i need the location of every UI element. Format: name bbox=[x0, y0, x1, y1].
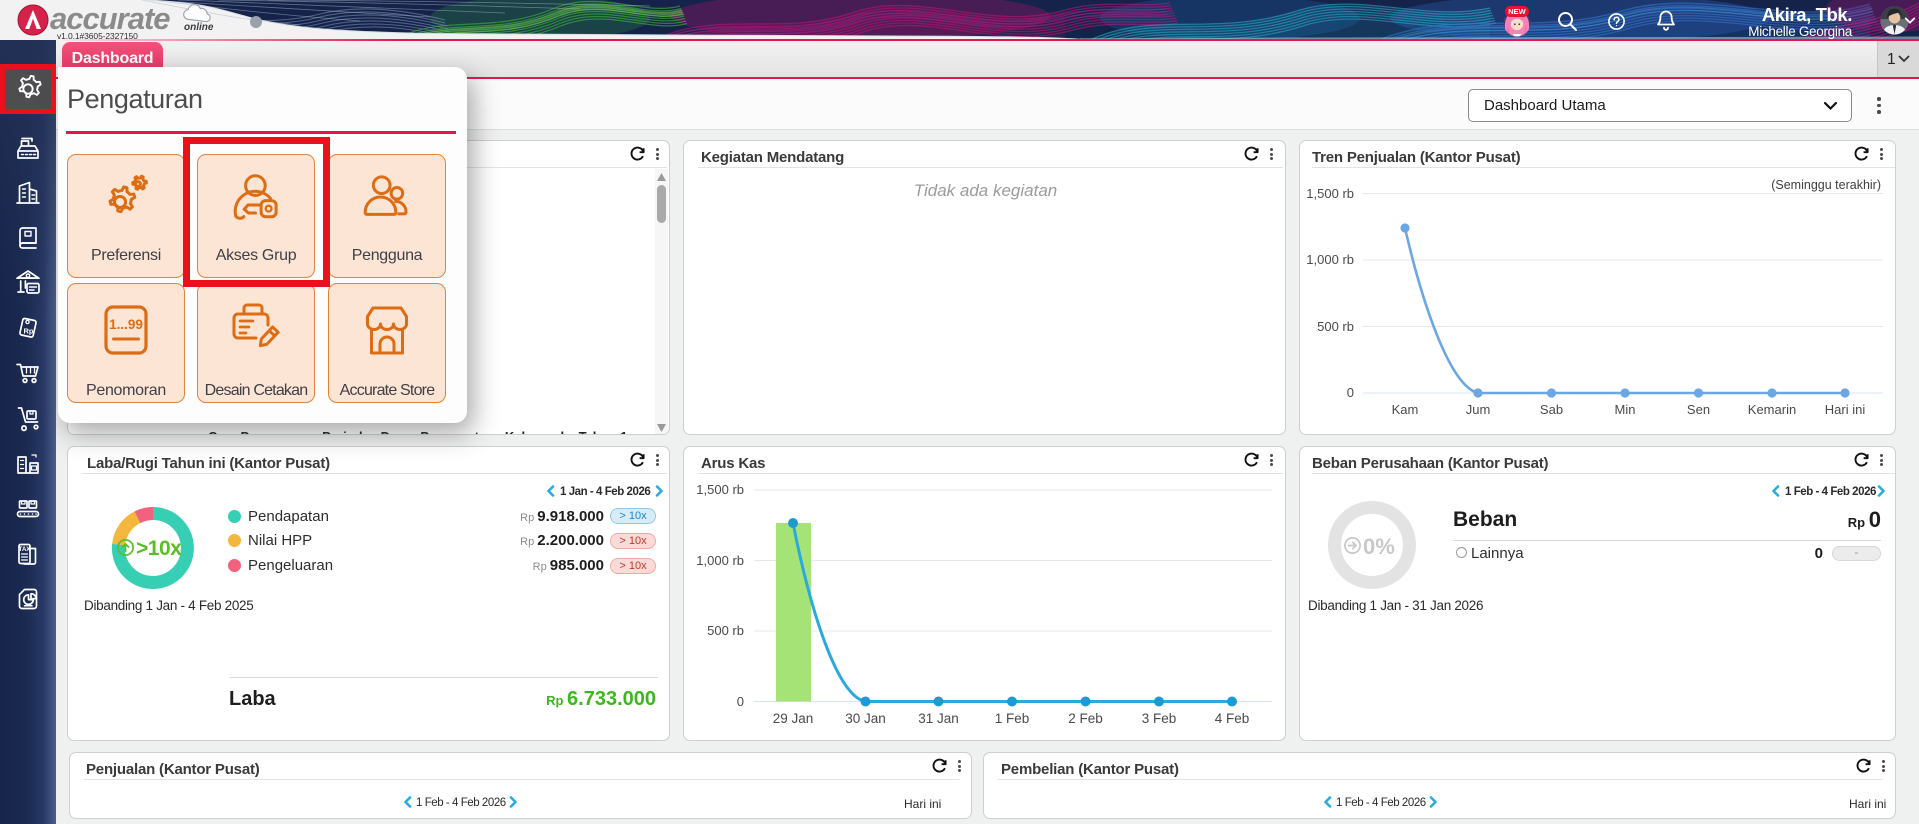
svg-text:1...99: 1...99 bbox=[109, 317, 143, 332]
svg-text:2 Feb: 2 Feb bbox=[1068, 711, 1103, 726]
svg-text:Kemarin: Kemarin bbox=[1748, 402, 1796, 417]
svg-text:30 Jan: 30 Jan bbox=[845, 711, 886, 726]
svg-text:1,000 rb: 1,000 rb bbox=[1306, 252, 1354, 267]
svg-text:(Seminggu terakhir): (Seminggu terakhir) bbox=[1771, 178, 1881, 192]
svg-text:0: 0 bbox=[1347, 385, 1354, 400]
svg-text:TAX: TAX bbox=[19, 547, 31, 553]
svg-text:500 rb: 500 rb bbox=[707, 623, 744, 638]
svg-text:4 Feb: 4 Feb bbox=[1215, 711, 1250, 726]
svg-text:Hari ini: Hari ini bbox=[1825, 402, 1866, 417]
svg-text:Kam: Kam bbox=[1392, 402, 1419, 417]
svg-text:31 Jan: 31 Jan bbox=[918, 711, 959, 726]
svg-text:29 Jan: 29 Jan bbox=[773, 711, 814, 726]
svg-text:Sen: Sen bbox=[1687, 402, 1710, 417]
svg-text:1,000 rb: 1,000 rb bbox=[696, 553, 744, 568]
svg-text:1 Feb: 1 Feb bbox=[995, 711, 1030, 726]
svg-text:NEW: NEW bbox=[1508, 7, 1526, 16]
svg-text:Jum: Jum bbox=[1466, 402, 1491, 417]
svg-text:3 Feb: 3 Feb bbox=[1142, 711, 1177, 726]
svg-text:1,500 rb: 1,500 rb bbox=[1306, 186, 1354, 201]
svg-text:Min: Min bbox=[1615, 402, 1636, 417]
svg-text:500 rb: 500 rb bbox=[1317, 319, 1354, 334]
svg-text:0: 0 bbox=[737, 694, 744, 709]
svg-text:Rp: Rp bbox=[24, 327, 34, 336]
svg-text:Sab: Sab bbox=[1540, 402, 1563, 417]
svg-text:1,500 rb: 1,500 rb bbox=[696, 482, 744, 497]
